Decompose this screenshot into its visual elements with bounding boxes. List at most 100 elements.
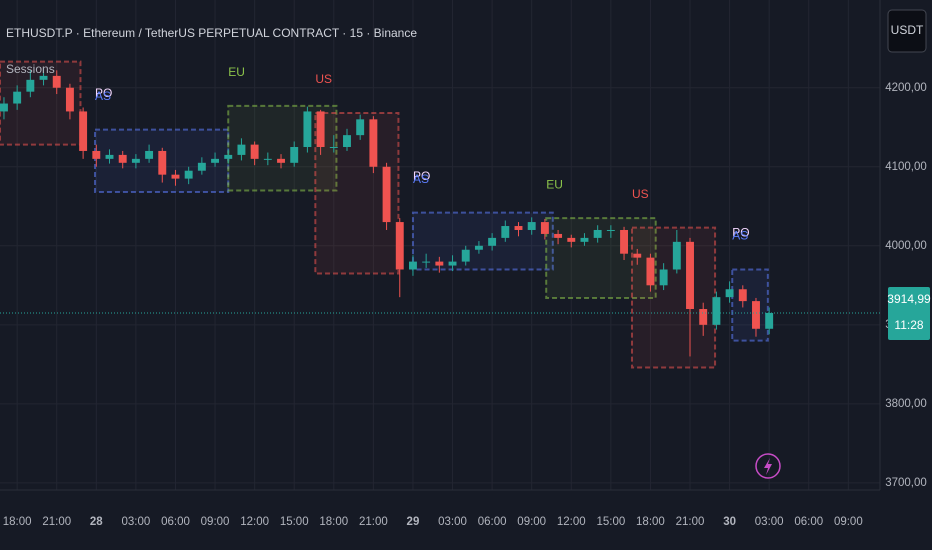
alert-icon[interactable] — [755, 453, 781, 479]
session-label: AS — [413, 172, 429, 186]
x-tick-label: 06:00 — [478, 516, 507, 528]
candle-body — [184, 170, 193, 179]
last-price-box — [888, 286, 930, 340]
candle-body — [382, 166, 391, 223]
session-label: US — [632, 187, 649, 201]
x-tick-label: 21:00 — [359, 516, 388, 528]
candle-body — [105, 154, 114, 159]
candle-body — [580, 237, 589, 242]
countdown-label: 11:28 — [894, 318, 923, 332]
session-label: PO — [413, 169, 430, 183]
candle-body — [527, 222, 536, 230]
candle-body — [277, 158, 285, 163]
session-box — [314, 112, 400, 275]
candle-body — [316, 111, 325, 147]
x-tick-label: 09:00 — [517, 516, 546, 528]
currency-label[interactable]: USDT — [891, 23, 924, 37]
x-tick-label: 18:00 — [319, 516, 348, 528]
candle-body — [92, 150, 101, 159]
candle-body — [224, 154, 233, 159]
candle-body — [620, 229, 629, 254]
candle-body — [686, 241, 694, 310]
session-label: PO — [732, 226, 749, 240]
y-tick-label: 4000,00 — [885, 240, 927, 252]
x-tick-label: 15:00 — [280, 516, 309, 528]
session-label: US — [315, 72, 332, 86]
alert-bolt — [764, 458, 772, 475]
candle-body — [171, 174, 180, 179]
candle-body — [197, 162, 206, 171]
y-tick-label: 3800,00 — [885, 398, 927, 410]
candle-body — [606, 229, 615, 231]
candle-body — [356, 119, 365, 136]
candle-body — [65, 87, 74, 112]
x-tick-label: 28 — [90, 516, 103, 528]
candle-body — [765, 312, 774, 329]
candle-body — [567, 237, 576, 242]
candle-body — [422, 261, 431, 263]
last-price-label: 3914,99 — [887, 292, 931, 306]
candle-body — [633, 253, 642, 258]
x-tick-label: 06:00 — [161, 516, 190, 528]
x-tick-label: 30 — [723, 516, 736, 528]
candle-body — [501, 226, 510, 238]
candle-body — [488, 237, 497, 246]
y-tick-label: 4200,00 — [885, 82, 927, 94]
candle-body — [250, 144, 259, 159]
session-label: AS — [95, 89, 111, 103]
indicator-label: Sessions — [6, 62, 55, 76]
x-tick-label: 21:00 — [676, 516, 705, 528]
candle-body — [554, 233, 563, 238]
candle-body — [752, 301, 760, 329]
candle-body — [435, 261, 444, 266]
x-tick-label: 18:00 — [636, 516, 665, 528]
y-tick-label: 4100,00 — [885, 161, 927, 173]
candle-body — [514, 226, 523, 230]
x-tick-label: 09:00 — [201, 516, 230, 528]
session-box — [731, 268, 769, 342]
candle-body — [659, 269, 668, 286]
candle-body — [79, 111, 88, 151]
candle-body — [52, 75, 61, 88]
candle-body — [263, 158, 272, 160]
session-label: PO — [95, 86, 112, 100]
x-tick-label: 29 — [407, 516, 420, 528]
candle-body — [738, 289, 747, 302]
x-tick-label: 09:00 — [834, 516, 863, 528]
candle-body — [329, 147, 338, 148]
x-tick-label: 18:00 — [3, 516, 32, 528]
session-label: EU — [228, 65, 245, 79]
candle-body — [303, 111, 312, 147]
candle-body — [712, 297, 721, 325]
candle-body — [699, 309, 708, 325]
grid — [0, 0, 880, 490]
x-tick-label: 03:00 — [755, 516, 784, 528]
candle-body — [646, 257, 655, 286]
candle-body — [118, 154, 127, 163]
x-tick-label: 03:00 — [122, 516, 151, 528]
x-tick-label: 06:00 — [794, 516, 823, 528]
currency-button[interactable] — [887, 9, 927, 53]
candle-body — [237, 144, 246, 155]
x-tick-label: 15:00 — [596, 516, 625, 528]
candle-body — [395, 222, 404, 270]
x-tick-label: 12:00 — [240, 516, 269, 528]
y-tick-label: 3700,00 — [885, 477, 927, 489]
candle-body — [13, 91, 22, 104]
candle-body — [145, 150, 154, 159]
candle-body — [211, 158, 220, 163]
candles — [0, 67, 774, 357]
candle-body — [158, 150, 167, 175]
candle-body — [290, 147, 299, 163]
candle-body — [26, 79, 35, 92]
candle-body — [448, 261, 457, 266]
x-tick-label: 21:00 — [42, 516, 71, 528]
candle-body — [474, 245, 483, 250]
candle-body — [725, 289, 734, 298]
candle-body — [131, 158, 140, 163]
chart-title: ETHUSDT.P · Ethereum / TetherUS PERPETUA… — [6, 26, 417, 40]
candle-body — [593, 229, 602, 238]
candle-body — [672, 241, 681, 270]
candle-body — [369, 119, 378, 167]
candle-body — [39, 75, 48, 80]
